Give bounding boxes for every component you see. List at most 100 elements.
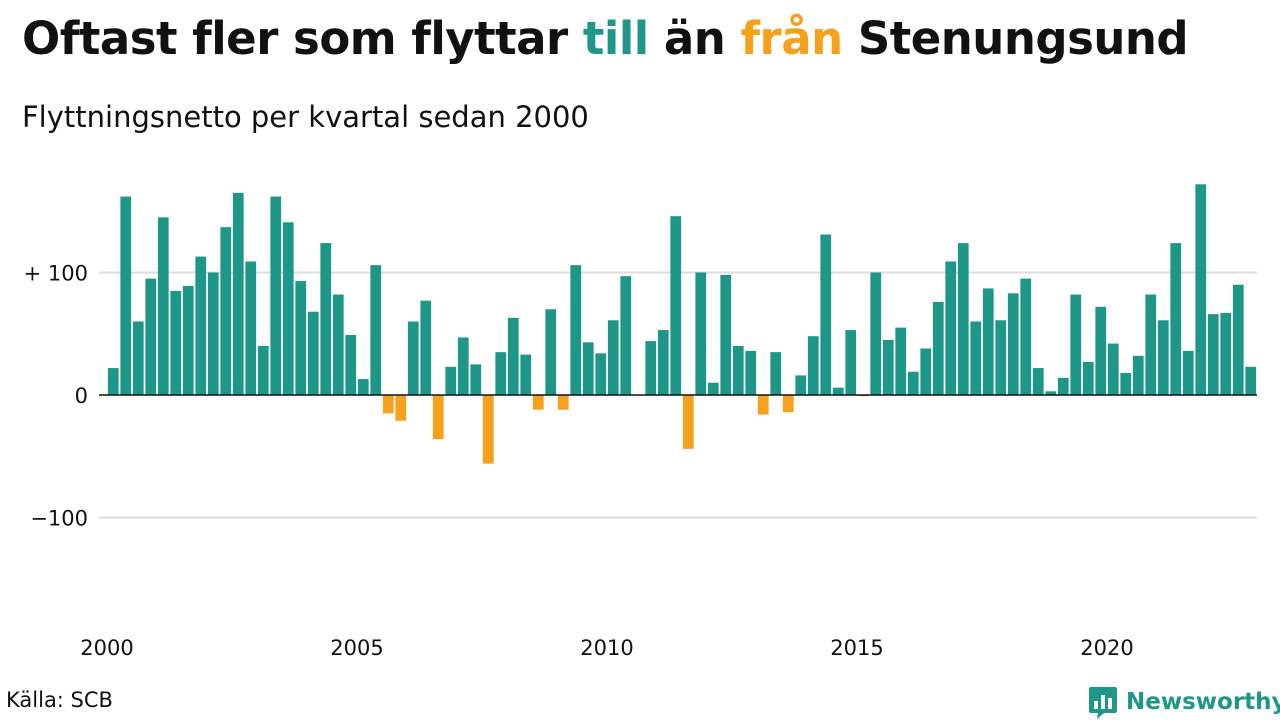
bar [332,294,344,395]
bar [257,346,269,395]
bar [945,261,957,396]
bar [245,261,257,396]
brand-logo: Newsworthy [1088,684,1280,720]
bar [695,272,707,395]
bar [595,353,607,395]
title-part-1: Oftast fler som flyttar [22,12,568,65]
bar [1082,361,1094,396]
bar [507,317,519,395]
bar [1232,284,1244,395]
bar [1207,314,1219,395]
bar [470,364,482,396]
bar [882,339,894,396]
bar [1045,391,1057,395]
bar [870,272,882,395]
title-highlight-fran: från [740,12,843,65]
bar [520,354,532,395]
brand-name: Newsworthy [1126,689,1280,715]
bar [232,192,244,395]
bar [1032,368,1044,395]
bar [532,395,544,410]
bar [1057,377,1069,395]
bar [820,234,832,395]
x-tick-label: 2015 [830,636,883,660]
bar [220,227,232,395]
bar [845,330,857,395]
bar [1157,320,1169,395]
bar [107,368,119,395]
bar [707,382,719,395]
bar [920,348,932,395]
chart-area: + 100 0 −100 2000 2005 2010 2015 2020 [24,184,1257,660]
bar [432,395,444,440]
bar [757,395,769,415]
bar [407,321,419,395]
bar [770,352,782,396]
bar [832,387,844,395]
bars-layer [107,184,1257,464]
chart-title: Oftast fler som flyttar till än från Ste… [22,12,1189,65]
bar [807,336,819,395]
bar [182,285,194,396]
bar [782,395,794,413]
bar [545,309,557,395]
bar [720,274,732,395]
bar [1182,350,1194,395]
title-part-2: än [663,12,726,65]
x-tick-label: 2020 [1080,636,1133,660]
bar [1145,294,1157,395]
bar [357,379,369,395]
bar [907,371,919,396]
newsworthy-logo-icon [1089,687,1117,719]
bar [482,395,494,464]
title-highlight-till: till [582,12,649,65]
bar [157,217,169,396]
bar [620,276,632,396]
bar [307,311,319,395]
bar [795,375,807,395]
bar [370,265,382,395]
bar [145,278,157,396]
bar [607,320,619,395]
bar [1132,355,1144,395]
y-tick-label: 0 [75,384,88,408]
bar [345,334,357,396]
bar [1245,366,1257,395]
source-note: Källa: SCB [6,688,113,712]
bar [270,196,282,395]
bar [1195,184,1207,395]
bar [382,395,394,414]
bar [495,352,507,396]
bar [745,350,757,395]
bar [170,290,182,396]
bar [120,196,132,395]
bar [1095,306,1107,395]
bar [445,366,457,395]
x-tick-label: 2005 [330,636,383,660]
bar [195,256,207,395]
x-tick-label: 2000 [80,636,133,660]
bar [995,320,1007,395]
bar [457,337,469,396]
chart-subtitle: Flyttningsnetto per kvartal sedan 2000 [22,100,589,134]
y-tick-label: −100 [30,507,88,531]
bar [207,272,219,395]
bar [1070,294,1082,395]
bar [645,341,657,395]
bar [682,395,694,449]
bar [970,321,982,395]
bar [670,216,682,395]
bar [1170,243,1182,395]
bar [132,321,144,395]
y-tick-label: + 100 [24,262,88,286]
bar [932,301,944,395]
bar [1107,343,1119,395]
bar [1007,293,1019,395]
bar [282,222,294,395]
bar [295,281,307,395]
bar [582,342,594,395]
bar [895,327,907,396]
x-tick-label: 2010 [580,636,633,660]
bar [657,330,669,395]
bar [1120,372,1132,395]
